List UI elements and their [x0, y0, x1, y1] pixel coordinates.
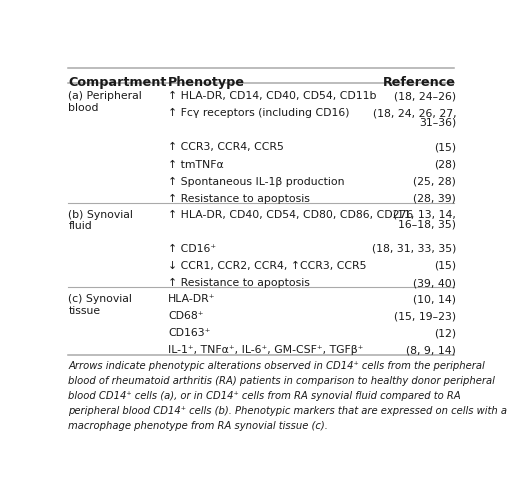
Text: ↑ Fcγ receptors (including CD16): ↑ Fcγ receptors (including CD16) — [168, 108, 350, 119]
Text: Reference: Reference — [383, 76, 456, 89]
Text: HLA-DR⁺: HLA-DR⁺ — [168, 294, 216, 304]
Text: blood CD14⁺ cells (a), or in CD14⁺ cells from RA synovial fluid compared to RA: blood CD14⁺ cells (a), or in CD14⁺ cells… — [68, 391, 461, 402]
Text: ↑ Spontaneous IL-1β production: ↑ Spontaneous IL-1β production — [168, 176, 345, 187]
Text: blood of rheumatoid arthritis (RA) patients in comparison to healthy donor perip: blood of rheumatoid arthritis (RA) patie… — [68, 376, 495, 387]
Text: (b) Synovial
fluid: (b) Synovial fluid — [68, 210, 133, 231]
Text: (8, 9, 14): (8, 9, 14) — [406, 345, 456, 355]
Text: ↑ Resistance to apoptosis: ↑ Resistance to apoptosis — [168, 278, 310, 288]
Text: (c) Synovial
tissue: (c) Synovial tissue — [68, 294, 132, 316]
Text: (15): (15) — [434, 143, 456, 152]
Text: IL-1⁺, TNFα⁺, IL-6⁺, GM-CSF⁺, TGFβ⁺: IL-1⁺, TNFα⁺, IL-6⁺, GM-CSF⁺, TGFβ⁺ — [168, 345, 363, 355]
Text: ↓ CCR1, CCR2, CCR4, ↑CCR3, CCR5: ↓ CCR1, CCR2, CCR4, ↑CCR3, CCR5 — [168, 261, 366, 271]
Text: Phenotype: Phenotype — [168, 76, 245, 89]
Text: ↑ CD16⁺: ↑ CD16⁺ — [168, 244, 216, 254]
Text: (28, 39): (28, 39) — [413, 194, 456, 204]
Text: (11, 13, 14,: (11, 13, 14, — [393, 210, 456, 220]
Text: peripheral blood CD14⁺ cells (b). Phenotypic markers that are expressed on cells: peripheral blood CD14⁺ cells (b). Phenot… — [68, 406, 507, 416]
Text: (18, 31, 33, 35): (18, 31, 33, 35) — [372, 244, 456, 254]
Text: Compartment: Compartment — [68, 76, 167, 89]
Text: ↑ HLA-DR, CD14, CD40, CD54, CD11b: ↑ HLA-DR, CD14, CD40, CD54, CD11b — [168, 91, 377, 101]
Text: (39, 40): (39, 40) — [413, 278, 456, 288]
Text: ↑ HLA-DR, CD40, CD54, CD80, CD86, CD276: ↑ HLA-DR, CD40, CD54, CD80, CD86, CD276 — [168, 210, 413, 220]
Text: macrophage phenotype from RA synovial tissue (c).: macrophage phenotype from RA synovial ti… — [68, 421, 328, 431]
Text: Arrows indicate phenotypic alterations observed in CD14⁺ cells from the peripher: Arrows indicate phenotypic alterations o… — [68, 362, 485, 372]
Text: ↑ tmTNFα: ↑ tmTNFα — [168, 160, 224, 170]
Text: (10, 14): (10, 14) — [413, 294, 456, 304]
Text: (18, 24–26): (18, 24–26) — [394, 91, 456, 101]
Text: (a) Peripheral
blood: (a) Peripheral blood — [68, 91, 142, 113]
Text: CD68⁺: CD68⁺ — [168, 311, 204, 321]
Text: CD163⁺: CD163⁺ — [168, 328, 211, 338]
Text: (25, 28): (25, 28) — [413, 176, 456, 187]
Text: 16–18, 35): 16–18, 35) — [398, 219, 456, 229]
Text: (28): (28) — [434, 160, 456, 170]
Text: (18, 24, 26, 27,: (18, 24, 26, 27, — [373, 108, 456, 118]
Text: ↑ CCR3, CCR4, CCR5: ↑ CCR3, CCR4, CCR5 — [168, 143, 284, 152]
Text: 31–36): 31–36) — [419, 118, 456, 128]
Text: (12): (12) — [434, 328, 456, 338]
Text: ↑ Resistance to apoptosis: ↑ Resistance to apoptosis — [168, 194, 310, 204]
Text: (15, 19–23): (15, 19–23) — [394, 311, 456, 321]
Text: (15): (15) — [434, 261, 456, 271]
